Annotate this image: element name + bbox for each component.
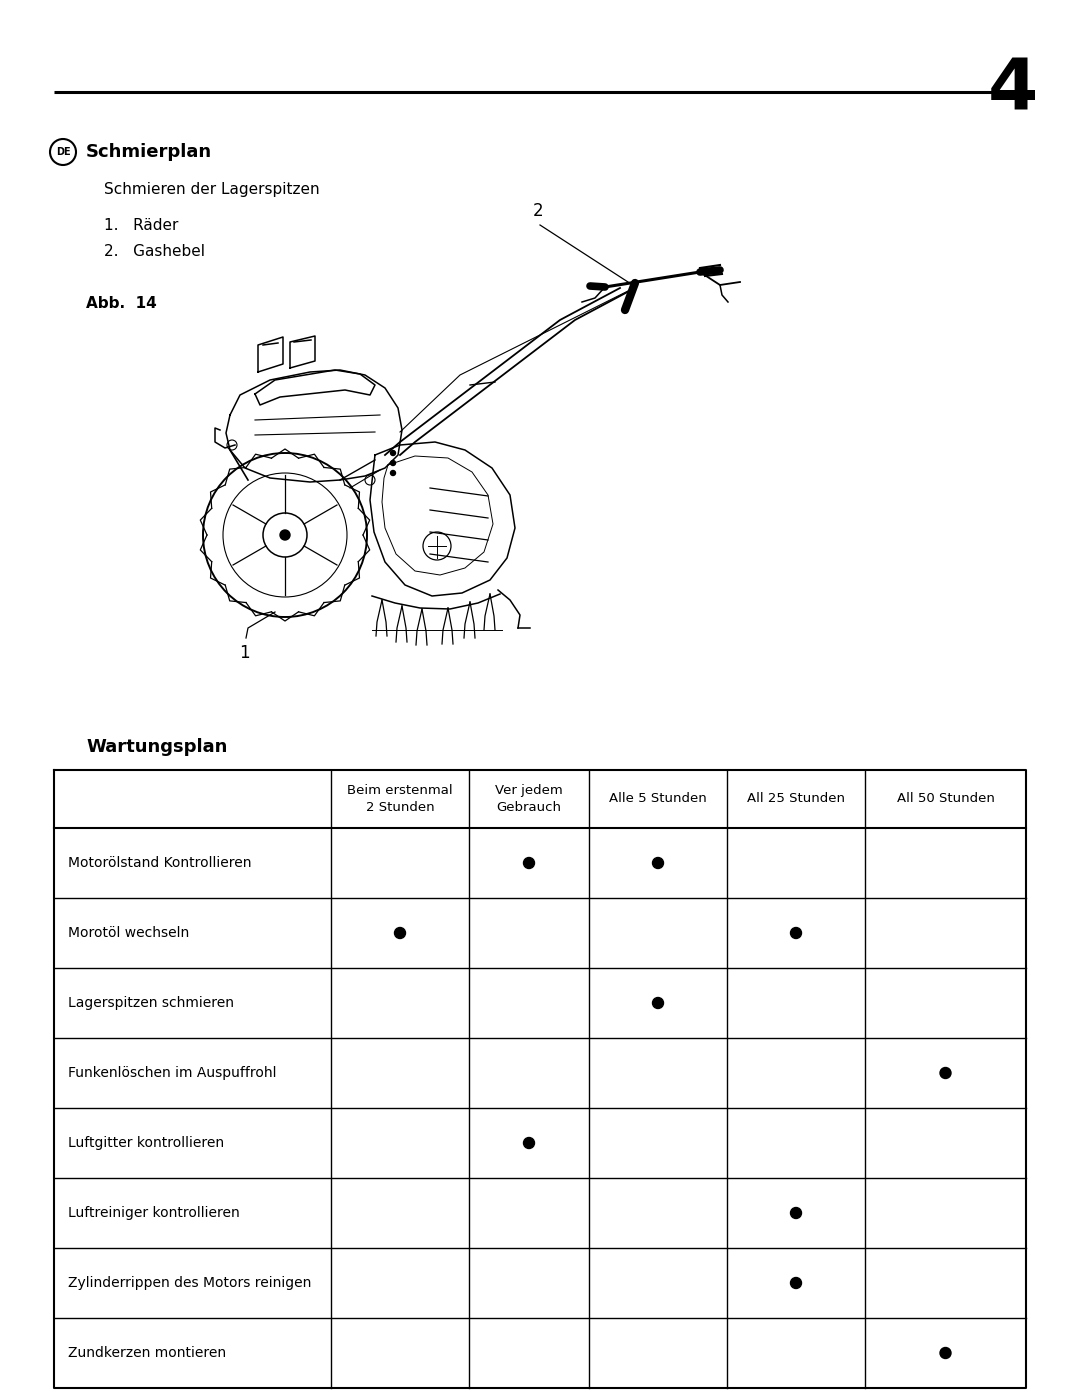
- Text: Wartungsplan: Wartungsplan: [86, 738, 228, 756]
- Text: DE: DE: [56, 147, 70, 156]
- Circle shape: [791, 1207, 801, 1218]
- Text: Ver jedem
Gebrauch: Ver jedem Gebrauch: [495, 784, 563, 814]
- Circle shape: [652, 997, 663, 1009]
- Circle shape: [280, 529, 291, 541]
- Text: Zundkerzen montieren: Zundkerzen montieren: [68, 1345, 226, 1361]
- Text: Beim erstenmal
2 Stunden: Beim erstenmal 2 Stunden: [347, 784, 453, 814]
- Circle shape: [791, 928, 801, 939]
- Text: All 50 Stunden: All 50 Stunden: [896, 792, 995, 806]
- Circle shape: [394, 928, 405, 939]
- Text: Zylinderrippen des Motors reinigen: Zylinderrippen des Motors reinigen: [68, 1275, 311, 1289]
- Text: 1.   Räder: 1. Räder: [104, 218, 178, 233]
- Circle shape: [391, 471, 395, 475]
- Text: Luftreiniger kontrollieren: Luftreiniger kontrollieren: [68, 1206, 240, 1220]
- Text: Morotöl wechseln: Morotöl wechseln: [68, 926, 189, 940]
- Text: Funkenlöschen im Auspuffrohl: Funkenlöschen im Auspuffrohl: [68, 1066, 276, 1080]
- Text: 2: 2: [532, 203, 543, 219]
- Circle shape: [524, 858, 535, 869]
- Text: Alle 5 Stunden: Alle 5 Stunden: [609, 792, 707, 806]
- Circle shape: [391, 461, 395, 465]
- Text: 1: 1: [239, 644, 249, 662]
- Text: Abb.  14: Abb. 14: [86, 296, 157, 312]
- Text: 4: 4: [987, 54, 1038, 124]
- Text: All 25 Stunden: All 25 Stunden: [747, 792, 845, 806]
- Text: Luftgitter kontrollieren: Luftgitter kontrollieren: [68, 1136, 225, 1150]
- Text: 2.   Gashebel: 2. Gashebel: [104, 244, 205, 258]
- Circle shape: [652, 858, 663, 869]
- Circle shape: [940, 1348, 951, 1358]
- Circle shape: [791, 1277, 801, 1288]
- Text: Schmieren der Lagerspitzen: Schmieren der Lagerspitzen: [104, 182, 320, 197]
- Circle shape: [391, 450, 395, 455]
- Circle shape: [940, 1067, 951, 1078]
- Text: Motorölstand Kontrollieren: Motorölstand Kontrollieren: [68, 856, 252, 870]
- Circle shape: [524, 1137, 535, 1148]
- Text: Lagerspitzen schmieren: Lagerspitzen schmieren: [68, 996, 234, 1010]
- Text: Schmierplan: Schmierplan: [86, 142, 212, 161]
